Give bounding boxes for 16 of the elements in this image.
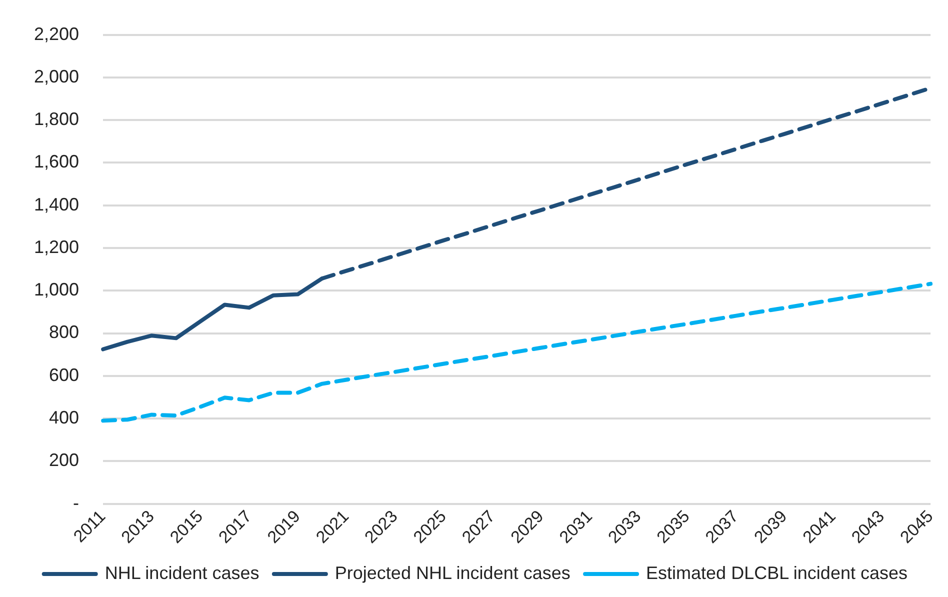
y-tick-label: - bbox=[73, 492, 80, 513]
y-tick-label: 400 bbox=[48, 408, 80, 428]
y-tick-label: 1,200 bbox=[34, 236, 80, 257]
y-tick-label: 1,800 bbox=[34, 109, 80, 130]
y-tick-label: 800 bbox=[48, 322, 80, 342]
y-tick-label: 2,200 bbox=[34, 24, 80, 44]
y-tick-label: 200 bbox=[48, 450, 80, 470]
y-tick-label: 1,600 bbox=[34, 152, 80, 172]
legend-label: Projected NHL incident cases bbox=[334, 562, 570, 583]
legend-label: NHL incident cases bbox=[104, 562, 260, 583]
line-series bbox=[101, 282, 933, 423]
y-tick-label: 1,400 bbox=[34, 194, 80, 214]
legend-label: Estimated DLCBL incident cases bbox=[646, 562, 908, 583]
y-tick-label: 2,000 bbox=[34, 66, 80, 86]
y-tick-label: 600 bbox=[48, 364, 80, 385]
y-tick-label: 1,000 bbox=[34, 280, 80, 300]
